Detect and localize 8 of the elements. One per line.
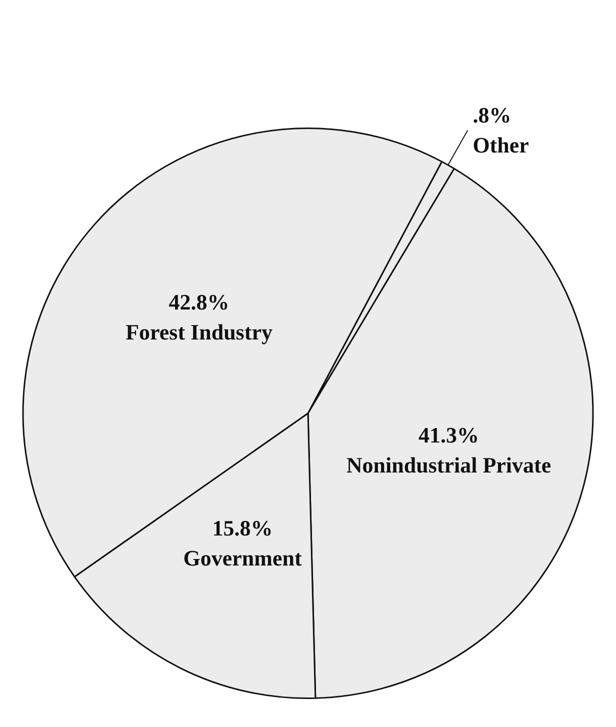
slice-label: Forest Industry: [126, 319, 272, 344]
slice-label: Nonindustrial Private: [346, 452, 552, 478]
slice-label: Government: [183, 546, 302, 571]
data-label: 15.8%: [212, 516, 273, 541]
slice-label: Other: [472, 132, 530, 158]
data-label: 41.3%: [418, 422, 479, 448]
data-label: 42.8%: [168, 289, 230, 314]
data-label: .8%: [472, 102, 512, 128]
